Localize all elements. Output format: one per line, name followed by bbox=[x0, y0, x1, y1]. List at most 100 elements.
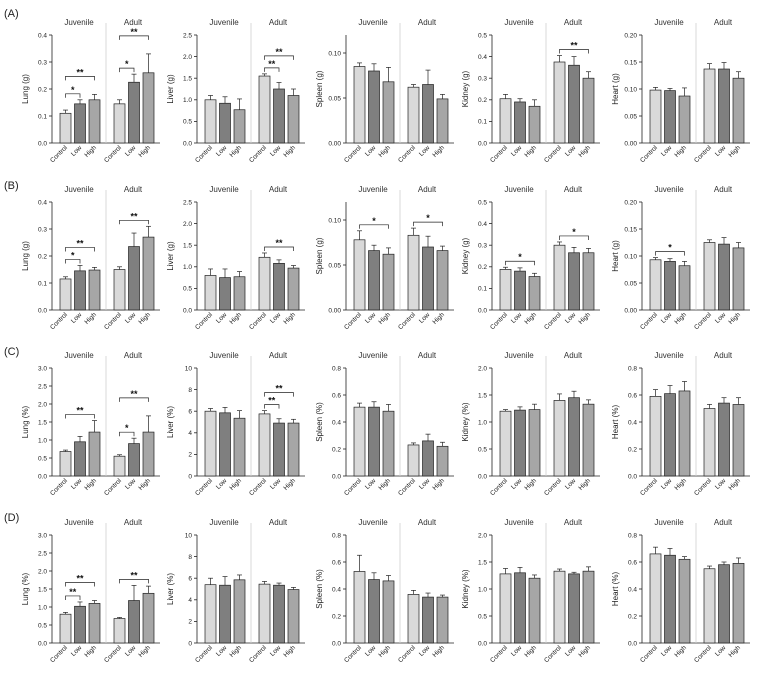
bar-juvenile-high bbox=[528, 105, 541, 144]
y-tick-label: 0.1 bbox=[38, 280, 47, 287]
x-tick-label: Control bbox=[639, 144, 659, 164]
bar-juvenile-control bbox=[204, 275, 217, 311]
y-tick-label: 0.2 bbox=[478, 264, 487, 271]
y-axis-label: Liver (g) bbox=[166, 241, 175, 271]
significance-star: ** bbox=[130, 389, 138, 399]
significance-bracket bbox=[119, 431, 135, 437]
bar-juvenile-control bbox=[59, 451, 72, 477]
x-tick-label: Low bbox=[714, 477, 728, 491]
significance-bracket bbox=[505, 260, 535, 266]
group-label-adult: Adult bbox=[564, 351, 583, 360]
bar-juvenile-low bbox=[368, 70, 380, 144]
x-tick-label: High bbox=[524, 311, 539, 326]
x-tick-label: Control bbox=[194, 144, 214, 164]
x-tick-label: High bbox=[84, 644, 99, 659]
y-tick-label: 0.0 bbox=[38, 140, 47, 147]
x-tick-label: Control bbox=[543, 644, 563, 664]
y-tick-label: 0.2 bbox=[38, 86, 47, 93]
x-tick-label: High bbox=[283, 644, 298, 659]
x-tick-label: Low bbox=[564, 311, 578, 325]
chart-1-1: 0.0 0.5 1.0 1.5 2.0 2.5 Liver (g) Juvenile Adult… bbox=[166, 185, 305, 331]
bar-juvenile-high bbox=[528, 577, 541, 644]
y-tick-label: 0.4 bbox=[628, 586, 637, 593]
y-tick-label: 0.05 bbox=[624, 280, 637, 287]
x-tick-label: High bbox=[524, 477, 539, 492]
group-label-adult: Adult bbox=[269, 351, 288, 360]
y-tick-label: 0.4 bbox=[38, 32, 47, 39]
y-axis-label: Heart (%) bbox=[611, 405, 620, 440]
x-tick-label: High bbox=[728, 644, 743, 659]
x-tick-label: Control bbox=[248, 644, 268, 664]
y-tick-label: 0.0 bbox=[38, 640, 47, 647]
y-tick-label: 0.3 bbox=[38, 59, 47, 66]
y-axis-label: Liver (%) bbox=[166, 573, 175, 605]
significance-bracket bbox=[559, 235, 589, 240]
bar-adult-low bbox=[718, 402, 730, 477]
bar-adult-low bbox=[568, 64, 580, 144]
bar-adult-low bbox=[273, 584, 285, 644]
y-tick-label: 2.0 bbox=[183, 54, 192, 61]
significance-bracket bbox=[413, 221, 443, 227]
significance-star: ** bbox=[130, 27, 138, 37]
x-tick-label: High bbox=[84, 477, 99, 492]
bar-juvenile-high bbox=[382, 253, 395, 311]
y-tick-label: 0.1 bbox=[478, 286, 487, 293]
x-tick-label: High bbox=[728, 311, 743, 326]
x-tick-label: High bbox=[378, 144, 393, 159]
y-tick-label: 0.00 bbox=[624, 140, 637, 147]
group-label-juvenile: Juvenile bbox=[358, 518, 388, 527]
group-label-juvenile: Juvenile bbox=[504, 18, 534, 27]
x-tick-label: High bbox=[728, 144, 743, 159]
bar-adult-low bbox=[718, 564, 730, 644]
y-axis-label: Kidney (g) bbox=[461, 237, 470, 274]
group-label-juvenile: Juvenile bbox=[64, 351, 94, 360]
x-tick-label: Low bbox=[660, 644, 674, 658]
bar-juvenile-high bbox=[233, 276, 246, 311]
x-tick-label: Low bbox=[70, 144, 84, 158]
x-tick-label: Control bbox=[543, 477, 563, 497]
x-tick-label: High bbox=[524, 644, 539, 659]
bar-adult-control bbox=[407, 86, 420, 144]
y-tick-label: 0.0 bbox=[183, 140, 192, 147]
x-tick-label: Control bbox=[49, 144, 69, 164]
group-label-juvenile: Juvenile bbox=[209, 351, 239, 360]
significance-bracket bbox=[264, 404, 280, 409]
y-tick-label: 6 bbox=[188, 576, 192, 583]
x-tick-label: High bbox=[84, 144, 99, 159]
x-tick-label: Control bbox=[639, 477, 659, 497]
x-tick-label: Control bbox=[103, 477, 123, 497]
bar-adult-control bbox=[553, 244, 566, 311]
y-tick-label: 0.4 bbox=[478, 54, 487, 61]
y-tick-label: 0 bbox=[188, 640, 192, 647]
x-tick-label: Low bbox=[215, 644, 229, 658]
bar-juvenile-low bbox=[219, 584, 231, 644]
significance-star: * bbox=[668, 243, 672, 253]
bar-juvenile-low bbox=[74, 270, 86, 311]
bar-adult-control bbox=[553, 400, 566, 477]
bar-juvenile-high bbox=[678, 95, 691, 144]
group-label-adult: Adult bbox=[124, 18, 143, 27]
x-tick-label: Low bbox=[70, 477, 84, 491]
y-tick-label: 8 bbox=[188, 554, 192, 561]
x-tick-label: High bbox=[578, 311, 593, 326]
y-tick-label: 4 bbox=[188, 430, 192, 437]
chart-0-2: 0.00 0.05 0.10 Spleen (g) Juvenile Adult Contr… bbox=[315, 18, 454, 164]
group-label-adult: Adult bbox=[418, 518, 437, 527]
chart-0-4: 0.00 0.05 0.10 0.15 0.20 Heart (g) Juvenile Adu… bbox=[611, 18, 750, 164]
chart-2-4: 0.0 0.2 0.4 0.6 0.8 Heart (%) Juvenile Adult Con… bbox=[611, 351, 750, 497]
group-label-adult: Adult bbox=[124, 185, 143, 194]
bar-juvenile-high bbox=[678, 558, 691, 644]
y-tick-label: 0.0 bbox=[332, 473, 341, 480]
y-tick-label: 0.3 bbox=[478, 76, 487, 83]
y-tick-label: 1.0 bbox=[183, 97, 192, 104]
bar-adult-low bbox=[273, 422, 285, 477]
y-axis-label: Lung (%) bbox=[21, 572, 30, 605]
x-tick-label: Low bbox=[510, 144, 524, 158]
bar-adult-control bbox=[553, 61, 566, 144]
x-tick-label: Low bbox=[418, 477, 432, 491]
bar-juvenile-high bbox=[528, 409, 541, 477]
x-tick-label: Control bbox=[543, 311, 563, 331]
x-tick-label: High bbox=[432, 311, 447, 326]
x-tick-label: Control bbox=[397, 477, 417, 497]
significance-bracket bbox=[119, 579, 149, 584]
